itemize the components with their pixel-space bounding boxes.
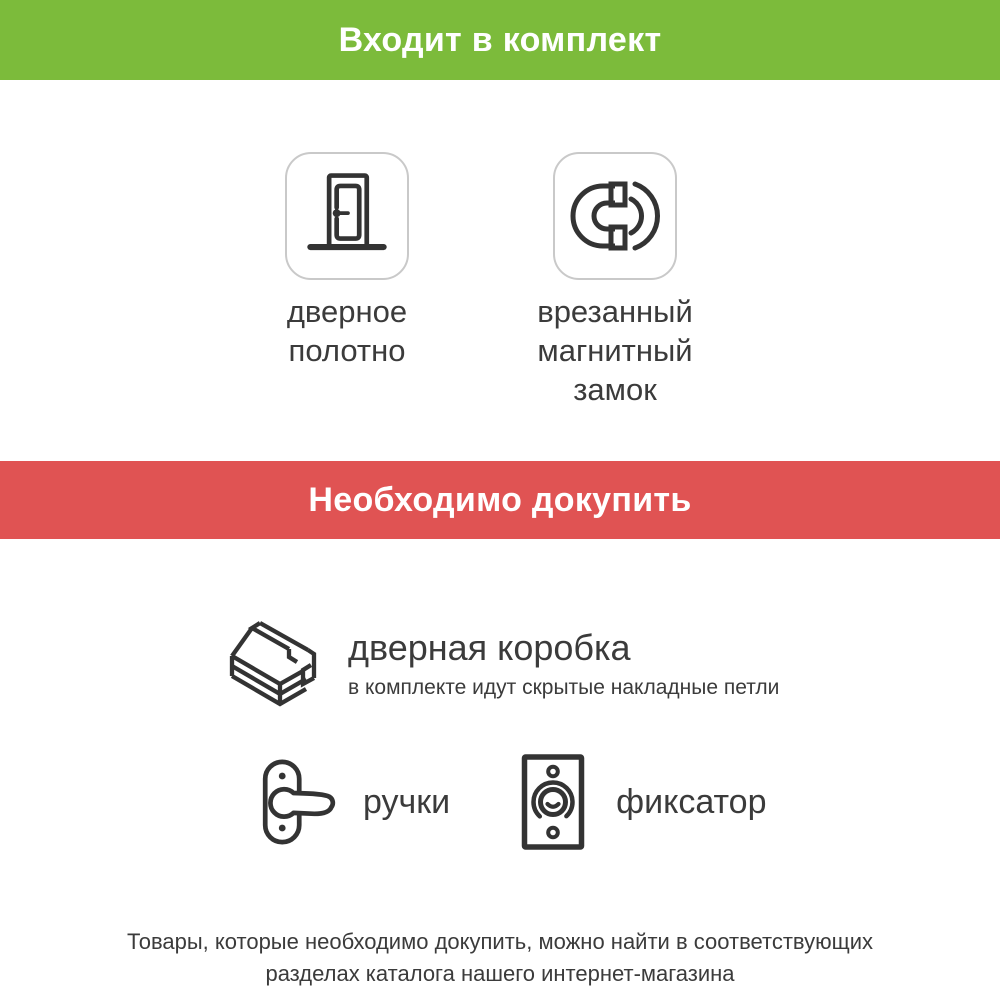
latch-label: фиксатор [616, 782, 767, 821]
handles-label: ручки [363, 782, 451, 821]
door-frame-icon [222, 618, 322, 718]
included-items: дверное полотно врезанный магнитный замо… [0, 80, 1000, 409]
door-frame-label: дверная коробка [348, 627, 631, 669]
door-icon-card [285, 152, 409, 280]
included-item-label: врезанный магнитный замок [537, 294, 693, 407]
door-frame-text: дверная коробка в комплекте идут скрытые… [348, 618, 779, 718]
included-item-label: дверное полотно [286, 294, 408, 368]
included-banner-title: Входит в комплект [338, 20, 662, 59]
purchase-banner-title: Необходимо докупить [308, 480, 692, 519]
list-item: дверное полотно [241, 152, 453, 409]
hardware-row: ручки фиксатор [252, 754, 1000, 850]
list-item: врезанный магнитный замок [509, 152, 721, 409]
door-handle-icon [252, 757, 337, 847]
footer-note: Товары, которые необходимо докупить, мож… [126, 929, 874, 987]
door-frame-note: в комплекте идут скрытые накладные петли [348, 676, 780, 700]
door-frame-row: дверная коробка в комплекте идут скрытые… [222, 618, 1000, 718]
included-banner: Входит в комплект [0, 0, 1000, 80]
magnet-icon [563, 172, 667, 260]
purchase-banner: Необходимо докупить [0, 461, 1000, 540]
door-icon [300, 168, 394, 264]
latch-icon [520, 754, 586, 850]
magnet-icon-card [553, 152, 677, 280]
